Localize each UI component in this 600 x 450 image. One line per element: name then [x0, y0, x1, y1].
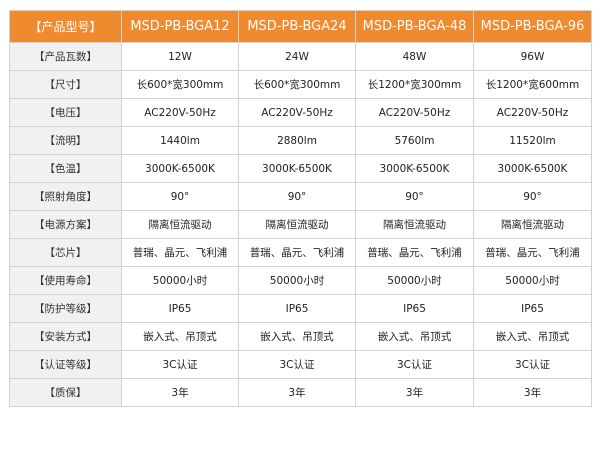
row-label: 【流明】 [9, 126, 122, 155]
spec-cell: 隔离恒流驱动 [355, 210, 474, 239]
spec-cell: IP65 [238, 294, 356, 323]
spec-cell: 嵌入式、吊顶式 [355, 322, 474, 351]
spec-cell: 长1200*宽600mm [473, 70, 592, 99]
spec-cell: 90° [473, 182, 592, 211]
spec-table-header: 【产品型号】 MSD-PB-BGA12 MSD-PB-BGA24 MSD-PB-… [9, 10, 592, 43]
row-label: 【电源方案】 [9, 210, 122, 239]
spec-cell: 嵌入式、吊顶式 [473, 322, 592, 351]
spec-cell: 3000K-6500K [238, 154, 356, 183]
spec-cell: IP65 [121, 294, 239, 323]
model-header: MSD-PB-BGA24 [238, 10, 356, 43]
header-corner-label: 【产品型号】 [9, 10, 122, 43]
spec-cell: 1440lm [121, 126, 239, 155]
table-row: 【电压】 AC220V-50Hz AC220V-50Hz AC220V-50Hz AC2… [9, 98, 592, 127]
row-label: 【质保】 [9, 378, 122, 407]
spec-cell: 48W [355, 42, 474, 71]
spec-cell: 3C认证 [355, 350, 474, 379]
spec-cell: 隔离恒流驱动 [121, 210, 239, 239]
row-label: 【认证等级】 [9, 350, 122, 379]
spec-cell: 3年 [473, 378, 592, 407]
spec-cell: 隔离恒流驱动 [473, 210, 592, 239]
spec-cell: 隔离恒流驱动 [238, 210, 356, 239]
spec-cell: 12W [121, 42, 239, 71]
spec-cell: 普瑞、晶元、飞利浦 [355, 238, 474, 267]
spec-cell: 长1200*宽300mm [355, 70, 474, 99]
spec-cell: IP65 [473, 294, 592, 323]
spec-cell: 3000K-6500K [355, 154, 474, 183]
product-spec-table: 【产品型号】 MSD-PB-BGA12 MSD-PB-BGA24 MSD-PB-… [9, 10, 592, 407]
spec-table-container: 【产品型号】 MSD-PB-BGA12 MSD-PB-BGA24 MSD-PB-… [9, 10, 592, 407]
spec-cell: 3C认证 [238, 350, 356, 379]
row-label: 【尺寸】 [9, 70, 122, 99]
row-label: 【产品瓦数】 [9, 42, 122, 71]
spec-cell: 96W [473, 42, 592, 71]
table-row: 【产品瓦数】 12W 24W 48W 96W [9, 42, 592, 71]
spec-cell: AC220V-50Hz [355, 98, 474, 127]
row-label: 【色温】 [9, 154, 122, 183]
row-label: 【芯片】 [9, 238, 122, 267]
table-row: 【使用寿命】 50000小时 50000小时 50000小时 50000小时 [9, 266, 592, 295]
spec-cell: 50000小时 [238, 266, 356, 295]
table-row: 【质保】 3年 3年 3年 3年 [9, 378, 592, 407]
spec-cell: 3年 [355, 378, 474, 407]
spec-cell: 90° [238, 182, 356, 211]
row-label: 【电压】 [9, 98, 122, 127]
spec-cell: AC220V-50Hz [238, 98, 356, 127]
row-label: 【安装方式】 [9, 322, 122, 351]
table-row: 【芯片】 普瑞、晶元、飞利浦 普瑞、晶元、飞利浦 普瑞、晶元、飞利浦 普瑞、晶元、飞利浦 [9, 238, 592, 267]
table-row: 【认证等级】 3C认证 3C认证 3C认证 3C认证 [9, 350, 592, 379]
row-label: 【防护等级】 [9, 294, 122, 323]
header-row: 【产品型号】 MSD-PB-BGA12 MSD-PB-BGA24 MSD-PB-… [9, 10, 592, 43]
spec-cell: 3000K-6500K [473, 154, 592, 183]
table-row: 【安装方式】 嵌入式、吊顶式 嵌入式、吊顶式 嵌入式、吊顶式 嵌入式、吊顶式 [9, 322, 592, 351]
spec-cell: 50000小时 [473, 266, 592, 295]
model-header: MSD-PB-BGA-96 [473, 10, 592, 43]
spec-cell: 3000K-6500K [121, 154, 239, 183]
table-row: 【防护等级】 IP65 IP65 IP65 IP65 [9, 294, 592, 323]
table-row: 【照射角度】 90° 90° 90° 90° [9, 182, 592, 211]
spec-cell: 90° [355, 182, 474, 211]
spec-cell: 3C认证 [473, 350, 592, 379]
spec-cell: AC220V-50Hz [121, 98, 239, 127]
spec-cell: 普瑞、晶元、飞利浦 [121, 238, 239, 267]
spec-cell: 3年 [238, 378, 356, 407]
spec-cell: 5760lm [355, 126, 474, 155]
table-row: 【流明】 1440lm 2880lm 5760lm 11520lm [9, 126, 592, 155]
spec-cell: 普瑞、晶元、飞利浦 [473, 238, 592, 267]
spec-cell: 普瑞、晶元、飞利浦 [238, 238, 356, 267]
spec-cell: IP65 [355, 294, 474, 323]
spec-table-body: 【产品瓦数】 12W 24W 48W 96W 【尺寸】 长600*宽300mm 长600*宽3… [9, 42, 592, 407]
spec-cell: 90° [121, 182, 239, 211]
spec-cell: 50000小时 [355, 266, 474, 295]
spec-cell: 嵌入式、吊顶式 [121, 322, 239, 351]
row-label: 【照射角度】 [9, 182, 122, 211]
table-row: 【色温】 3000K-6500K 3000K-6500K 3000K-6500K 300… [9, 154, 592, 183]
row-label: 【使用寿命】 [9, 266, 122, 295]
spec-cell: 50000小时 [121, 266, 239, 295]
model-header: MSD-PB-BGA12 [121, 10, 239, 43]
spec-cell: 2880lm [238, 126, 356, 155]
spec-cell: 24W [238, 42, 356, 71]
spec-cell: 长600*宽300mm [238, 70, 356, 99]
model-header: MSD-PB-BGA-48 [355, 10, 474, 43]
spec-cell: 3年 [121, 378, 239, 407]
spec-cell: 长600*宽300mm [121, 70, 239, 99]
table-row: 【电源方案】 隔离恒流驱动 隔离恒流驱动 隔离恒流驱动 隔离恒流驱动 [9, 210, 592, 239]
spec-cell: AC220V-50Hz [473, 98, 592, 127]
table-row: 【尺寸】 长600*宽300mm 长600*宽300mm 长1200*宽300mm 长1… [9, 70, 592, 99]
spec-cell: 嵌入式、吊顶式 [238, 322, 356, 351]
spec-cell: 3C认证 [121, 350, 239, 379]
spec-cell: 11520lm [473, 126, 592, 155]
